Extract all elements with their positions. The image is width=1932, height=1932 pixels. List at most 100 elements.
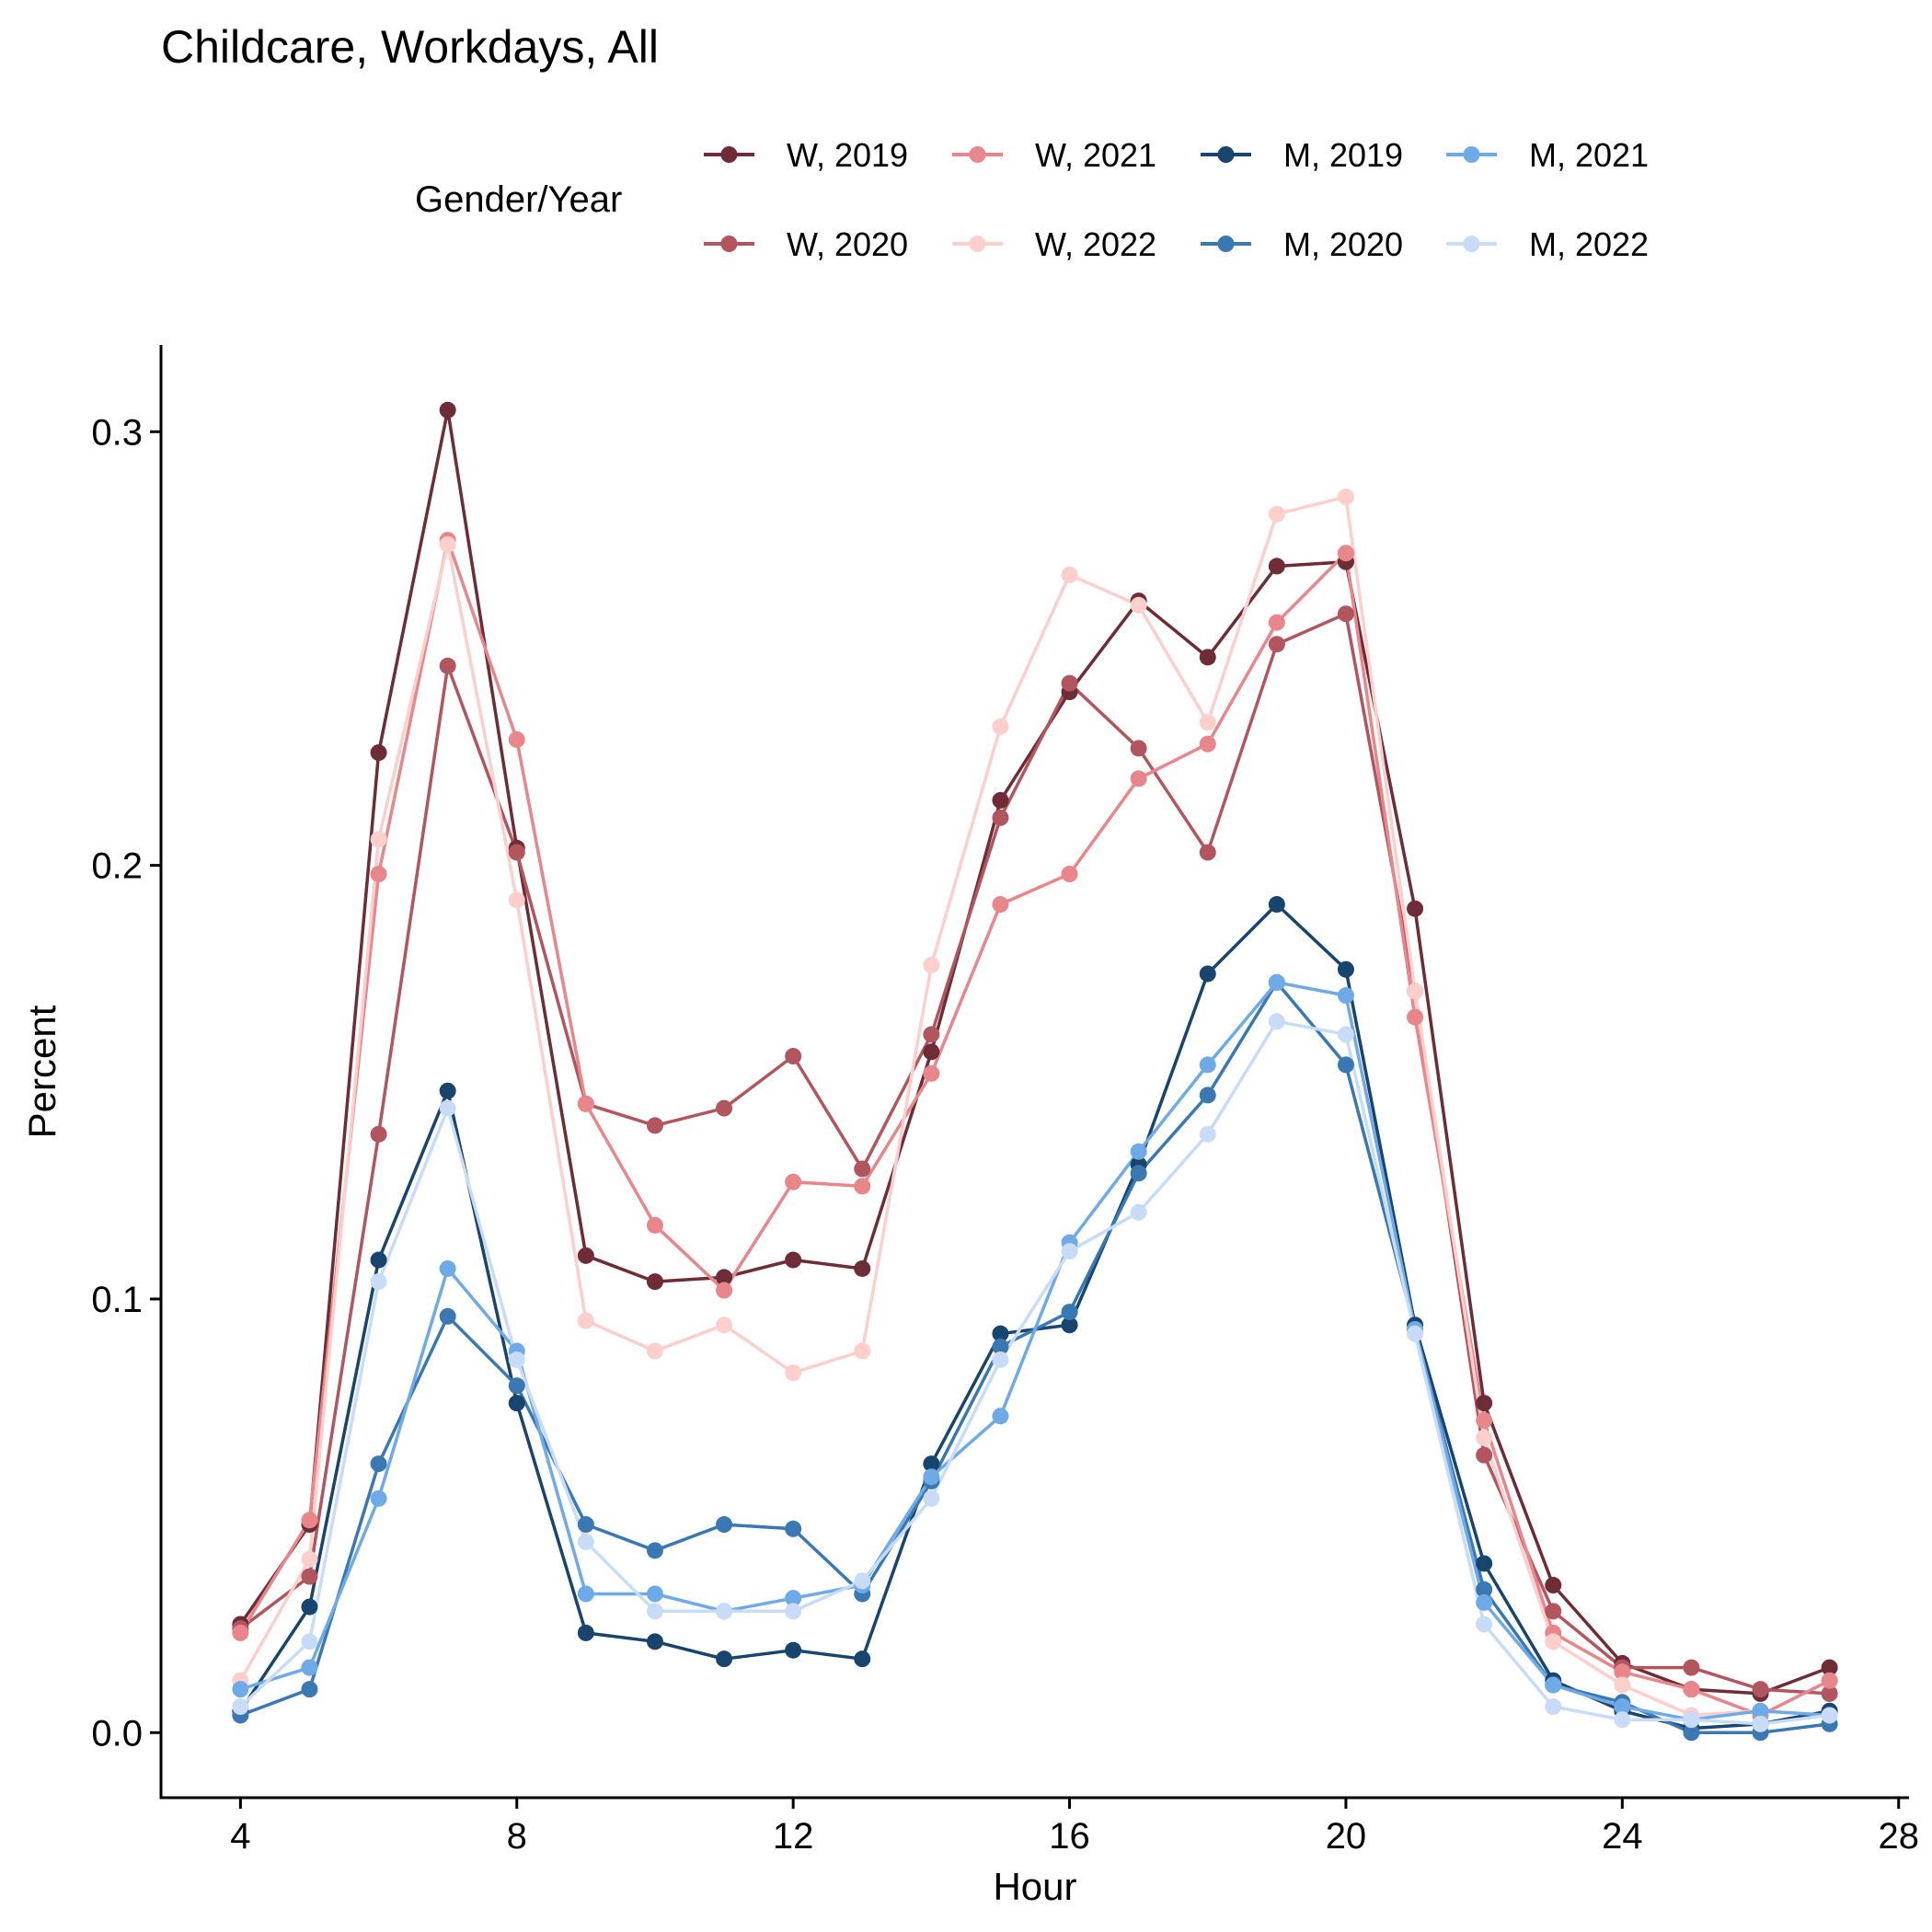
legend-key-point <box>1217 146 1235 163</box>
data-point <box>1061 866 1078 883</box>
data-point <box>1130 770 1147 788</box>
y-tick-label: 0.0 <box>91 1713 143 1754</box>
data-point <box>1407 900 1424 917</box>
data-point <box>370 1251 387 1269</box>
data-point <box>1337 1056 1354 1074</box>
data-point <box>1545 1698 1562 1716</box>
series-line-3 <box>238 495 1830 1718</box>
data-point <box>646 1542 663 1559</box>
legend-key-point <box>1463 146 1480 163</box>
data-point <box>1337 1026 1354 1043</box>
data-point <box>646 1342 663 1360</box>
data-point <box>1199 735 1216 753</box>
y-tick-label: 0.2 <box>91 846 143 887</box>
data-point <box>854 1572 871 1590</box>
data-point <box>992 1351 1009 1368</box>
data-point <box>1476 1593 1493 1611</box>
data-point <box>1268 1013 1285 1030</box>
data-point <box>577 1624 594 1641</box>
data-point <box>1407 983 1424 1000</box>
data-point <box>1061 1304 1078 1321</box>
data-point <box>1061 1243 1078 1260</box>
data-point <box>923 1064 940 1082</box>
legend-label: M, 2020 <box>1283 225 1403 263</box>
data-point <box>577 1095 594 1112</box>
y-tick-label: 0.1 <box>91 1280 143 1320</box>
data-point <box>854 1160 871 1178</box>
series-line-0 <box>238 408 1831 1696</box>
data-point <box>1683 1711 1700 1729</box>
data-point <box>716 1269 733 1286</box>
legend-label: W, 2022 <box>1035 225 1156 263</box>
data-point <box>1337 545 1354 562</box>
data-point <box>716 1650 733 1668</box>
series-line-6 <box>239 981 1830 1721</box>
data-point <box>370 1125 387 1143</box>
data-point <box>854 1650 871 1668</box>
x-axis-title: Hour <box>993 1865 1076 1908</box>
data-point <box>370 1273 387 1291</box>
data-point <box>716 1603 733 1620</box>
data-point <box>439 1307 456 1325</box>
data-point <box>439 657 456 674</box>
data-point <box>1821 1707 1838 1724</box>
data-point <box>1268 614 1285 631</box>
data-point <box>992 1325 1009 1342</box>
data-point <box>1199 714 1216 731</box>
data-point <box>923 957 940 974</box>
data-point <box>646 1117 663 1134</box>
data-point <box>1476 1616 1493 1633</box>
data-point <box>508 1377 525 1395</box>
data-point <box>1061 566 1078 583</box>
data-point <box>301 1681 318 1698</box>
data-point <box>646 1216 663 1234</box>
data-point <box>370 866 387 883</box>
data-point <box>1268 896 1285 914</box>
data-point <box>1614 1698 1631 1716</box>
data-point <box>232 1681 249 1698</box>
data-point <box>508 844 525 861</box>
data-point <box>1407 1008 1424 1026</box>
data-point <box>1337 960 1354 978</box>
x-tick-label: 24 <box>1602 1816 1643 1857</box>
data-point <box>785 1048 802 1065</box>
data-point <box>785 1173 802 1190</box>
data-point <box>370 744 387 762</box>
legend-title: Gender/Year <box>415 179 622 220</box>
data-point <box>1545 1676 1562 1694</box>
data-point <box>1130 1203 1147 1221</box>
x-tick-label: 12 <box>773 1816 814 1857</box>
series-line-5 <box>239 981 1830 1735</box>
data-point <box>577 1312 594 1329</box>
data-point <box>992 896 1009 914</box>
data-point <box>1476 1446 1493 1464</box>
data-point <box>439 535 456 553</box>
data-point <box>439 1259 456 1277</box>
data-point <box>992 809 1009 826</box>
legend-key-point <box>1463 236 1480 252</box>
data-point <box>785 1641 802 1659</box>
data-point <box>1199 1125 1216 1143</box>
data-point <box>301 1659 318 1676</box>
legend-key-point <box>969 146 986 163</box>
data-point <box>923 1455 940 1473</box>
data-point <box>1130 740 1147 757</box>
data-point <box>1545 1633 1562 1650</box>
data-point <box>1821 1659 1838 1676</box>
data-point <box>1545 1603 1562 1620</box>
data-point <box>1683 1681 1700 1698</box>
data-point <box>370 1489 387 1507</box>
legend-label: M, 2021 <box>1529 136 1649 174</box>
data-point <box>1199 1056 1216 1074</box>
data-point <box>785 1590 802 1607</box>
data-point <box>1821 1685 1838 1702</box>
x-tick-label: 16 <box>1049 1816 1090 1857</box>
data-point <box>301 1512 318 1529</box>
data-point <box>370 1455 387 1473</box>
data-point <box>301 1633 318 1650</box>
data-point <box>1061 1317 1078 1334</box>
data-point <box>1752 1681 1769 1698</box>
legend-label: M, 2019 <box>1283 136 1403 174</box>
data-point <box>854 1178 871 1195</box>
series-line-7 <box>239 1019 1830 1726</box>
